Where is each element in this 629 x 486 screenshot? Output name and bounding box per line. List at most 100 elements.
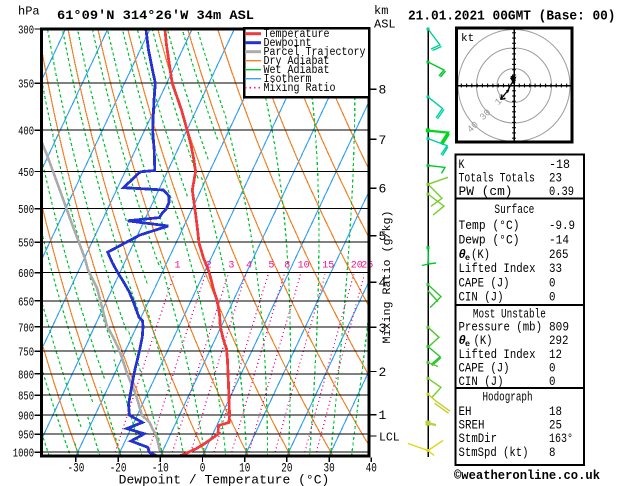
svg-text:33: 33 (549, 261, 562, 276)
svg-text:20: 20 (351, 261, 363, 272)
svg-text:(K): (K) (474, 333, 493, 348)
svg-text:6: 6 (379, 182, 387, 197)
svg-text:StmSpd (kt): StmSpd (kt) (459, 445, 529, 460)
svg-text:CAPE (J): CAPE (J) (459, 361, 510, 376)
svg-text:θ: θ (459, 334, 466, 348)
svg-text:CIN (J): CIN (J) (459, 290, 504, 305)
svg-text:K: K (459, 157, 465, 172)
svg-text:300: 300 (18, 24, 34, 38)
svg-text:292: 292 (549, 333, 569, 348)
svg-text:5: 5 (379, 229, 387, 244)
svg-text:e: e (465, 253, 470, 263)
svg-text:PW (cm): PW (cm) (459, 184, 513, 199)
svg-text:5: 5 (268, 261, 274, 272)
svg-text:265: 265 (549, 247, 569, 262)
svg-text:0: 0 (549, 374, 556, 389)
svg-text:900: 900 (18, 410, 34, 424)
svg-text:Temperature: Temperature (264, 28, 330, 41)
svg-text:10: 10 (239, 462, 250, 476)
svg-text:ASL: ASL (374, 18, 396, 32)
svg-text:Dry Adiabat: Dry Adiabat (264, 55, 330, 68)
svg-text:0: 0 (549, 361, 556, 376)
svg-text:15: 15 (322, 261, 334, 272)
svg-text:1000: 1000 (13, 447, 34, 461)
svg-text:12: 12 (549, 347, 562, 362)
svg-text:7: 7 (379, 133, 387, 148)
svg-text:LCL: LCL (379, 432, 400, 445)
svg-text:1: 1 (174, 261, 180, 272)
svg-text:550: 550 (18, 237, 34, 251)
svg-text:Wet Adiabat: Wet Adiabat (264, 64, 330, 77)
svg-text:400: 400 (18, 125, 34, 139)
svg-text:18: 18 (549, 404, 562, 419)
svg-text:350: 350 (18, 78, 34, 92)
svg-text:40: 40 (366, 462, 377, 476)
svg-text:600: 600 (18, 267, 34, 281)
svg-text:2: 2 (379, 365, 387, 380)
svg-text:Mixing Ratio: Mixing Ratio (264, 82, 336, 95)
svg-text:500: 500 (18, 203, 34, 217)
svg-text:θ: θ (459, 248, 466, 262)
svg-text:Lifted Index: Lifted Index (459, 261, 536, 276)
svg-text:25: 25 (549, 418, 562, 433)
svg-text:950: 950 (18, 429, 34, 443)
svg-text:©weatheronline.co.uk: ©weatheronline.co.uk (454, 469, 600, 483)
svg-text:8: 8 (379, 83, 387, 98)
svg-text:EH: EH (459, 404, 472, 419)
svg-text:e: e (465, 339, 470, 349)
svg-text:Totals Totals: Totals Totals (459, 171, 535, 186)
svg-text:-30: -30 (68, 462, 85, 476)
svg-text:Parcel Trajectory: Parcel Trajectory (264, 46, 366, 59)
svg-text:3: 3 (228, 261, 234, 272)
svg-text:kt: kt (461, 33, 474, 45)
svg-text:Temp (°C): Temp (°C) (459, 218, 520, 233)
svg-text:800: 800 (18, 368, 34, 382)
svg-text:Hodograph: Hodograph (483, 389, 533, 404)
svg-text:3: 3 (379, 321, 387, 336)
svg-text:CAPE (J): CAPE (J) (459, 276, 510, 291)
svg-text:0.39: 0.39 (549, 184, 574, 199)
svg-text:Lifted Index: Lifted Index (459, 347, 536, 362)
svg-text:-10: -10 (152, 462, 169, 476)
svg-text:4: 4 (246, 261, 252, 272)
svg-text:23: 23 (549, 171, 562, 186)
svg-text:10: 10 (298, 261, 310, 272)
svg-text:Dewpoint: Dewpoint (264, 37, 312, 50)
svg-text:Dewp (°C): Dewp (°C) (459, 233, 520, 248)
svg-text:Dewpoint / Temperature (°C): Dewpoint / Temperature (°C) (119, 473, 330, 486)
svg-text:2: 2 (206, 261, 212, 272)
svg-text:8: 8 (549, 445, 556, 460)
svg-text:-9.9: -9.9 (549, 218, 575, 233)
svg-text:-20: -20 (110, 462, 127, 476)
svg-text:Mixing Ratio (g/kg): Mixing Ratio (g/kg) (382, 211, 394, 344)
svg-text:4: 4 (379, 276, 387, 291)
svg-text:700: 700 (18, 321, 34, 335)
svg-text:(K): (K) (471, 247, 490, 262)
svg-text:-18: -18 (549, 157, 570, 172)
svg-text:Most Unstable: Most Unstable (473, 306, 546, 321)
svg-text:hPa: hPa (18, 5, 40, 19)
svg-text:450: 450 (18, 166, 34, 180)
svg-text:Pressure (mb): Pressure (mb) (459, 320, 543, 335)
svg-text:650: 650 (18, 295, 34, 309)
svg-text:21.01.2021 00GMT (Base: 00): 21.01.2021 00GMT (Base: 00) (408, 9, 616, 25)
svg-text:850: 850 (18, 390, 34, 404)
svg-text:0: 0 (549, 276, 556, 291)
svg-text:61°09'N 314°26'W 34m ASL: 61°09'N 314°26'W 34m ASL (57, 8, 254, 23)
svg-text:163°: 163° (549, 431, 573, 446)
svg-text:0: 0 (200, 462, 206, 476)
svg-text:750: 750 (18, 346, 34, 360)
svg-text:25: 25 (361, 261, 373, 272)
svg-text:StmDir: StmDir (459, 431, 498, 446)
svg-text:0: 0 (549, 290, 556, 305)
svg-text:Isotherm: Isotherm (264, 73, 312, 86)
svg-text:Surface: Surface (494, 202, 534, 217)
svg-text:809: 809 (549, 320, 569, 335)
svg-text:km: km (374, 4, 388, 18)
svg-text:30: 30 (324, 462, 335, 476)
svg-text:20: 20 (281, 462, 292, 476)
svg-text:1: 1 (379, 408, 387, 423)
svg-text:-14: -14 (549, 233, 569, 248)
svg-text:SREH: SREH (459, 418, 485, 433)
svg-text:8: 8 (284, 261, 290, 272)
